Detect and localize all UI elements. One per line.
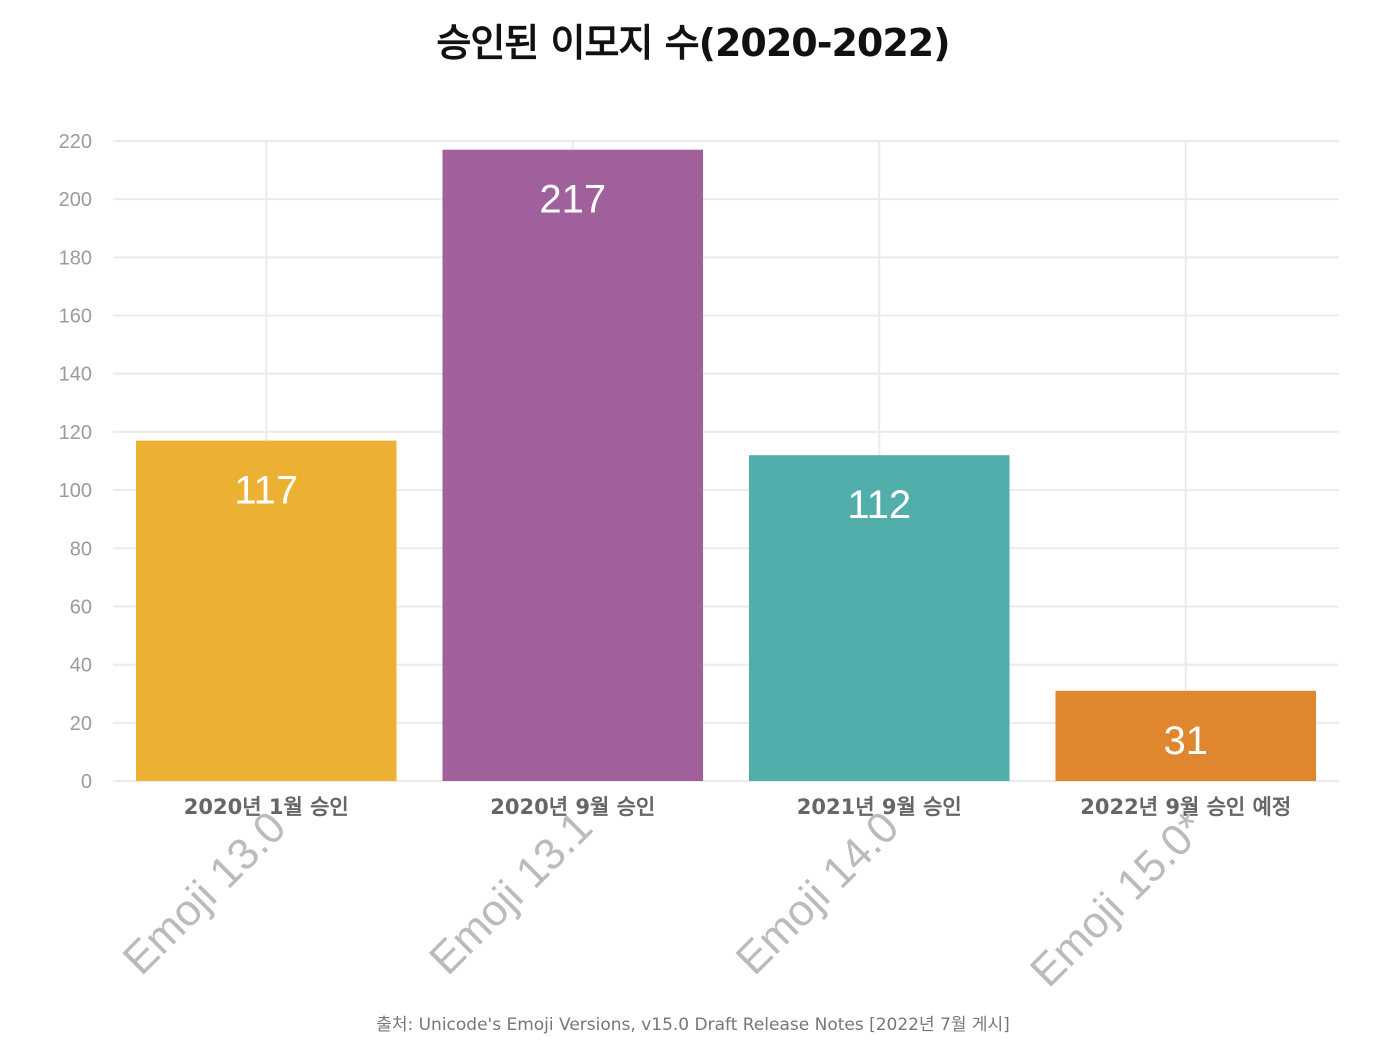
x-version-label: Emoji 15.0*: [1021, 802, 1215, 996]
y-tick-label: 100: [59, 480, 92, 502]
y-axis-ticks: 0 20 40 60 80 100 120 140 160 180 200 220: [59, 131, 92, 793]
y-tick-label: 140: [59, 364, 92, 386]
bar-value-label: 217: [539, 178, 606, 222]
x-category-label: 2020년 9월 승인: [490, 795, 655, 819]
bar-4: [1055, 690, 1317, 781]
x-version-label: Emoji 14.0: [727, 802, 909, 984]
y-tick-label: 20: [70, 713, 92, 735]
bars: [135, 149, 1317, 781]
chart-title: 승인된 이모지 수(2020-2022): [436, 21, 950, 65]
y-tick-label: 0: [81, 771, 92, 793]
y-tick-label: 60: [70, 596, 92, 618]
y-tick-label: 220: [59, 131, 92, 153]
x-axis-version-labels: Emoji 13.0 Emoji 13.1 Emoji 14.0 Emoji 15.0…: [114, 802, 1215, 996]
y-tick-label: 200: [59, 189, 92, 211]
x-version-label: Emoji 13.0: [114, 802, 296, 984]
x-category-label: 2021년 9월 승인: [797, 795, 962, 819]
bar-value-label: 31: [1164, 719, 1209, 763]
bar-3: [748, 455, 1010, 781]
x-category-label: 2022년 9월 승인 예정: [1080, 795, 1291, 819]
y-tick-label: 120: [59, 422, 92, 444]
x-version-label: Emoji 13.1: [420, 802, 602, 984]
x-category-label: 2020년 1월 승인: [184, 795, 349, 819]
source-note: 출처: Unicode's Emoji Versions, v15.0 Draf…: [376, 1015, 1010, 1035]
y-tick-label: 160: [59, 306, 92, 328]
y-tick-label: 180: [59, 247, 92, 269]
bar-value-labels: 117 217 112 31: [234, 178, 1208, 763]
x-axis-category-labels: 2020년 1월 승인 2020년 9월 승인 2021년 9월 승인 2022년 9…: [184, 795, 1291, 819]
y-tick-label: 40: [70, 655, 92, 677]
y-tick-label: 80: [70, 538, 92, 560]
bar-value-label: 117: [234, 469, 298, 513]
bar-value-label: 112: [847, 483, 911, 527]
bar-1: [135, 440, 397, 781]
bar-2: [442, 149, 704, 781]
